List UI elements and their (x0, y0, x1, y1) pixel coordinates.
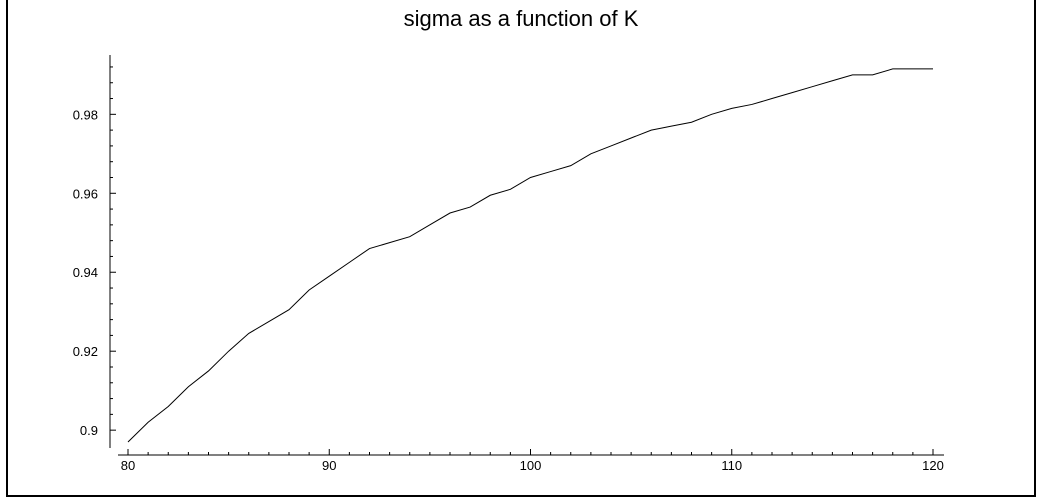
y-tick-label: 0.92 (73, 344, 98, 359)
axes (109, 55, 944, 456)
y-tick-label: 0.98 (73, 107, 98, 122)
tick-labels: 80 90 100 110 120 0.9 0.92 0.94 0.96 0.98 (73, 107, 944, 473)
x-tick-label: 80 (121, 458, 135, 473)
series-line (127, 68, 933, 443)
y-tick-label: 0.9 (80, 423, 98, 438)
y-tick-label: 0.96 (73, 186, 98, 201)
series-group (127, 68, 933, 443)
x-tick-label: 90 (322, 458, 336, 473)
chart-title: sigma as a function of K (403, 6, 639, 31)
y-tick-label: 0.94 (73, 265, 98, 280)
x-tick-label: 120 (922, 458, 944, 473)
plot-frame (6, 0, 1036, 497)
x-tick-label: 110 (721, 458, 742, 473)
ticks (110, 66, 934, 455)
x-tick-label: 100 (520, 458, 542, 473)
